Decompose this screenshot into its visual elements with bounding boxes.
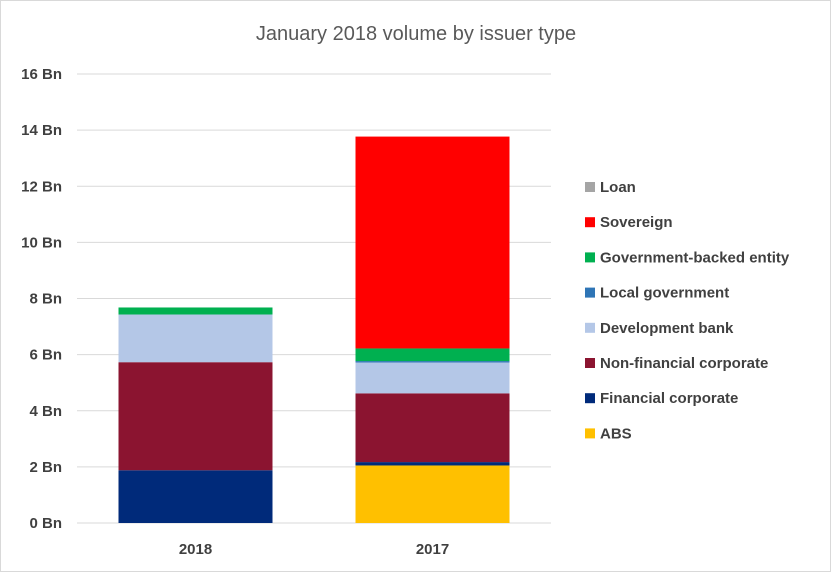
legend-swatch	[585, 217, 595, 228]
legend-label: ABS	[600, 425, 632, 442]
legend-label: Development bank	[600, 320, 734, 337]
y-axis-ticks: 0 Bn 2 Bn 4 Bn 6 Bn 8 Bn 10 Bn 12 Bn 14 Bn 16 Bn	[21, 66, 62, 532]
legend-swatch	[585, 287, 595, 298]
legend-swatch	[585, 358, 595, 368]
legend-swatch	[585, 182, 595, 192]
legend-label: Sovereign	[600, 214, 673, 231]
y-tick-label: 12 Bn	[21, 178, 62, 195]
bar-segment-2018-government-backed-entity	[118, 307, 273, 315]
legend-label: Non-financial corporate	[600, 355, 768, 372]
y-tick-label: 4 Bn	[29, 403, 62, 420]
legend: Loan Sovereign Government-backed entity Loc…	[585, 179, 790, 442]
x-axis-ticks: 2018 2017	[179, 541, 449, 558]
bar-segment-2017-government-backed-entity	[355, 348, 510, 362]
bar-segment-2017-financial-corporate	[355, 462, 510, 466]
chart-title: January 2018 volume by issuer type	[256, 23, 576, 45]
x-tick-label: 2017	[416, 541, 449, 558]
bar-segment-2018-financial-corporate	[118, 470, 273, 523]
legend-swatch	[585, 322, 595, 333]
bar-segment-2017-abs	[355, 465, 510, 523]
y-tick-label: 0 Bn	[29, 515, 62, 532]
y-tick-label: 14 Bn	[21, 122, 62, 139]
legend-label: Government-backed entity	[600, 249, 790, 266]
bar-segment-2017-development-bank	[355, 362, 510, 394]
bar-segment-2017-local-government	[355, 361, 510, 363]
bar-segment-2018-development-bank	[118, 314, 273, 363]
legend-label: Financial corporate	[600, 390, 738, 407]
legend-swatch	[585, 428, 595, 439]
bar-segment-2018-non-financial-corporate	[118, 362, 273, 471]
legend-swatch	[585, 252, 595, 263]
legend-swatch	[585, 393, 595, 404]
legend-label: Loan	[600, 179, 636, 196]
x-tick-label: 2018	[179, 541, 212, 558]
y-tick-label: 16 Bn	[21, 66, 62, 83]
bar-segment-2017-non-financial-corporate	[355, 393, 510, 463]
bars	[118, 136, 510, 523]
y-tick-label: 8 Bn	[29, 291, 62, 308]
y-tick-label: 2 Bn	[29, 459, 62, 476]
y-tick-label: 6 Bn	[29, 347, 62, 364]
bar-segment-2017-sovereign	[355, 136, 510, 349]
y-tick-label: 10 Bn	[21, 234, 62, 251]
legend-label: Local government	[600, 285, 729, 302]
